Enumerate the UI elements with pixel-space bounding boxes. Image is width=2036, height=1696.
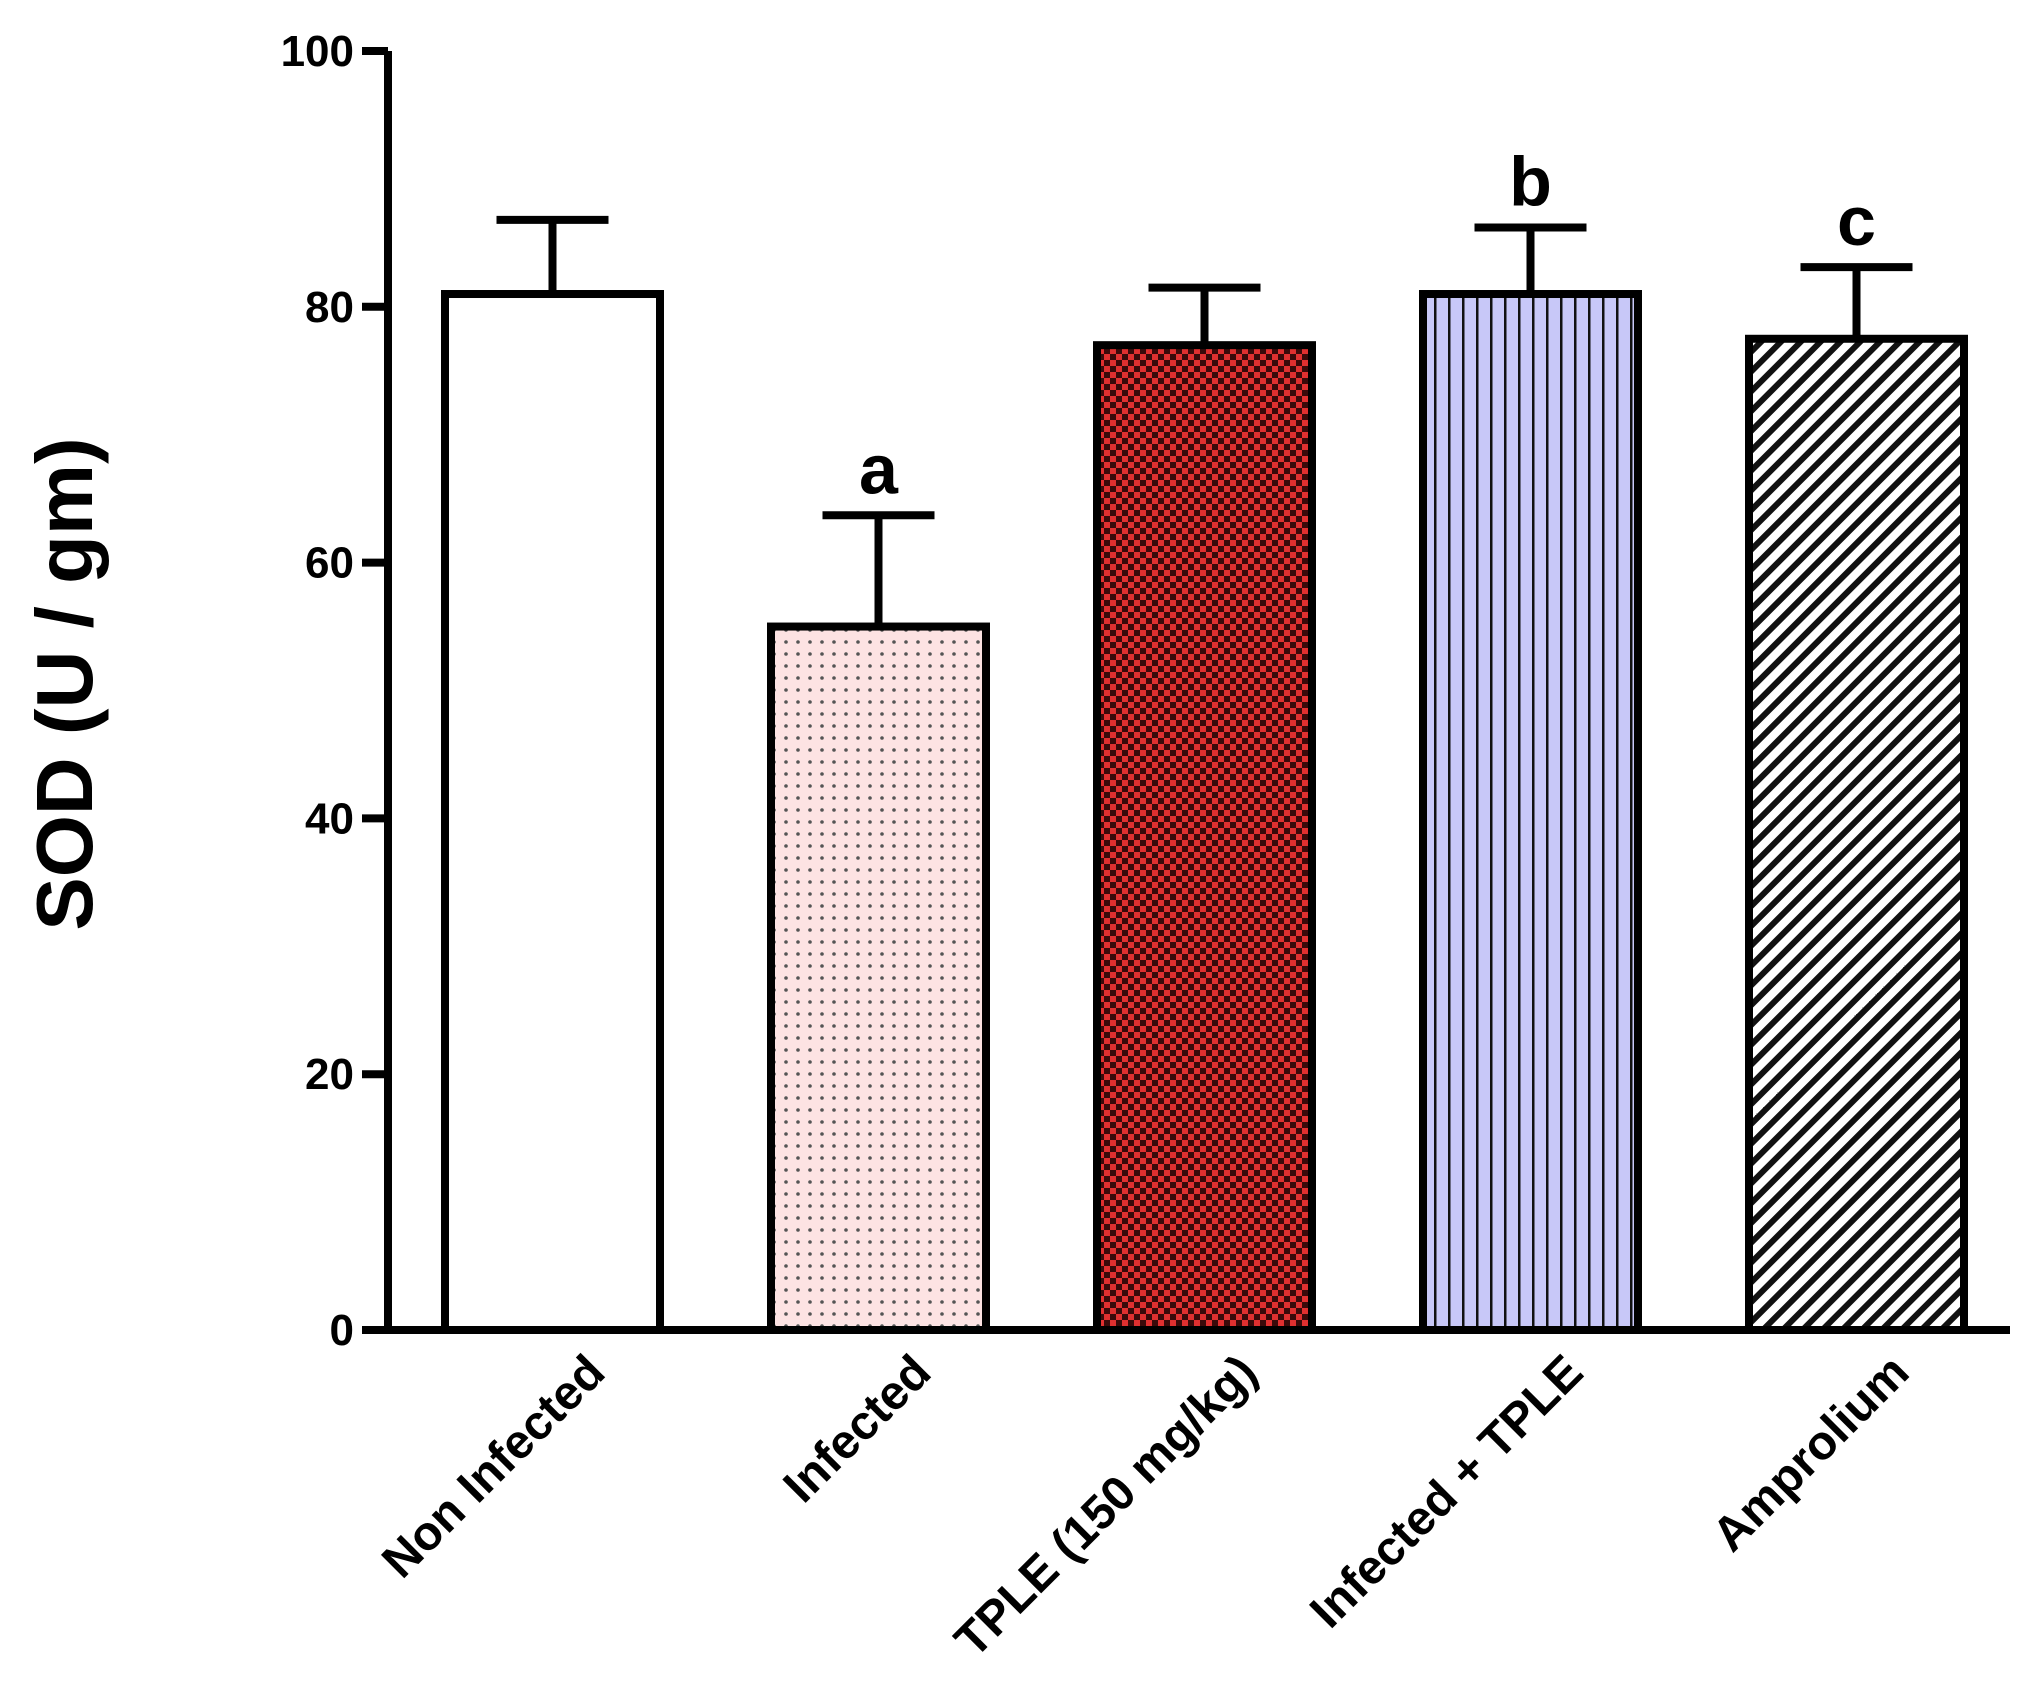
category-label-2: Infected <box>774 1345 942 1513</box>
category-label-3: TPLE (150 mg/kg) <box>945 1345 1267 1667</box>
y-tick-label-40: 40 <box>305 794 354 843</box>
y-tick-label-100: 100 <box>281 27 354 76</box>
y-tick-label-0: 0 <box>330 1306 354 1355</box>
axes-layer <box>362 47 2010 1334</box>
y-axis-title: SOD (U / gm) <box>20 437 109 930</box>
significance-label-b: b <box>1509 143 1552 221</box>
significance-label-a: a <box>859 430 899 508</box>
bar-1 <box>441 290 664 1334</box>
category-label-5: Amprolium <box>1703 1345 1920 1562</box>
y-tick-label-60: 60 <box>305 539 354 588</box>
bars-layer <box>441 290 1968 1335</box>
error-bars-layer <box>496 215 1913 627</box>
bar-5 <box>1745 334 1968 1334</box>
y-tick-label-20: 20 <box>305 1050 354 1099</box>
y-tick-label-80: 80 <box>305 283 354 332</box>
bar-2 <box>767 622 990 1334</box>
bar-3 <box>1093 341 1316 1335</box>
bar-4 <box>1419 290 1642 1334</box>
significance-label-c: c <box>1837 182 1876 260</box>
category-label-1: Non Infected <box>372 1345 615 1588</box>
category-label-4: Infected + TPLE <box>1300 1345 1593 1638</box>
